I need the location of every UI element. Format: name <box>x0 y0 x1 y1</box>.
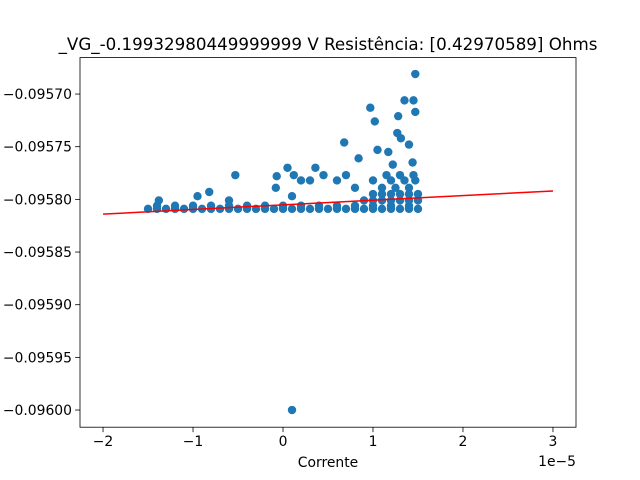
scatter-point <box>339 138 349 147</box>
scatter-point <box>368 176 378 185</box>
scatter-point <box>341 170 351 180</box>
scatter-point <box>413 204 423 214</box>
x-offset-label: 1e−5 <box>538 454 576 470</box>
chart-title: _VG_-0.19932980449999999 V Resistência: … <box>58 34 598 55</box>
scatter-point <box>377 204 387 214</box>
scatter-point <box>231 170 240 180</box>
y-tick-label: −0.09590 <box>3 298 72 314</box>
scatter-point <box>269 204 279 214</box>
scatter-point <box>179 204 189 214</box>
scatter-point <box>366 103 375 112</box>
x-tick-label: 3 <box>549 434 558 450</box>
x-axis-label: Corrente <box>298 455 358 471</box>
scatter-point <box>278 201 288 210</box>
scatter-point <box>395 170 405 180</box>
scatter-point <box>305 204 315 214</box>
x-tick-label: 0 <box>279 434 288 450</box>
scatter-point <box>271 183 281 192</box>
scatter-point <box>224 196 234 205</box>
scatter-point <box>373 145 382 155</box>
y-tick-label: −0.09595 <box>3 350 72 366</box>
scatter-point <box>382 170 391 180</box>
scatter-point <box>215 204 225 214</box>
scatter-point <box>396 134 406 143</box>
scatter-point <box>354 154 363 163</box>
x-tick-label: −2 <box>93 434 113 450</box>
scatter-point <box>388 160 397 169</box>
x-tick-label: −1 <box>183 434 203 450</box>
scatter-point <box>404 140 414 149</box>
x-tick-label: 1 <box>369 434 378 450</box>
scatter-point <box>395 204 405 214</box>
scatter-point <box>289 170 299 180</box>
scatter-point <box>409 170 418 180</box>
y-tick-label: −0.09600 <box>3 403 72 419</box>
scatter-point <box>377 189 387 199</box>
scatter-point <box>305 176 315 185</box>
scatter-point <box>341 204 351 214</box>
scatter-point <box>411 107 420 117</box>
scatter-point <box>391 183 400 192</box>
scatter-point <box>323 204 333 214</box>
scatter-point <box>377 183 387 192</box>
scatter-point <box>332 201 342 210</box>
y-tick-label: −0.09575 <box>3 140 72 156</box>
scatter-point <box>296 176 306 185</box>
scatter-point <box>193 192 202 201</box>
scatter-point <box>154 196 164 205</box>
scatter-point <box>359 204 369 214</box>
scatter-point <box>370 117 379 126</box>
scatter-point <box>404 189 414 199</box>
scatter-point <box>411 69 420 79</box>
y-tick-label: −0.09580 <box>3 192 72 208</box>
scatter-point <box>296 201 306 210</box>
scatter-point <box>384 147 393 157</box>
scatter-point <box>287 204 297 214</box>
scatter-point <box>272 172 281 181</box>
y-tick-label: −0.09585 <box>3 245 72 261</box>
scatter-point <box>409 96 418 105</box>
scatter-point <box>161 204 171 214</box>
scatter-point <box>287 192 297 201</box>
scatter-point <box>287 405 297 415</box>
scatter-point <box>311 163 320 172</box>
scatter-point <box>393 111 403 121</box>
scatter-point <box>170 201 180 210</box>
scatter-point <box>395 189 405 199</box>
scatter-point <box>386 196 396 205</box>
axes-frame <box>79 57 577 428</box>
scatter-point <box>413 189 423 199</box>
scatter-point <box>242 201 252 210</box>
scatter-point <box>188 201 198 210</box>
scatter-point <box>400 96 409 105</box>
scatter-point <box>205 187 214 197</box>
fit-line <box>102 190 554 215</box>
scatter-point <box>408 158 417 167</box>
scatter-point <box>283 163 292 172</box>
scatter-point <box>350 201 360 210</box>
scatter-point <box>350 183 360 192</box>
scatter-point <box>233 204 243 214</box>
scatter-point <box>319 170 328 180</box>
scatter-point <box>386 189 396 199</box>
scatter-point <box>332 176 342 185</box>
y-tick-label: −0.09570 <box>3 87 72 103</box>
scatter-point <box>368 189 378 199</box>
scatter-point <box>404 183 414 192</box>
x-tick-label: 2 <box>459 434 468 450</box>
